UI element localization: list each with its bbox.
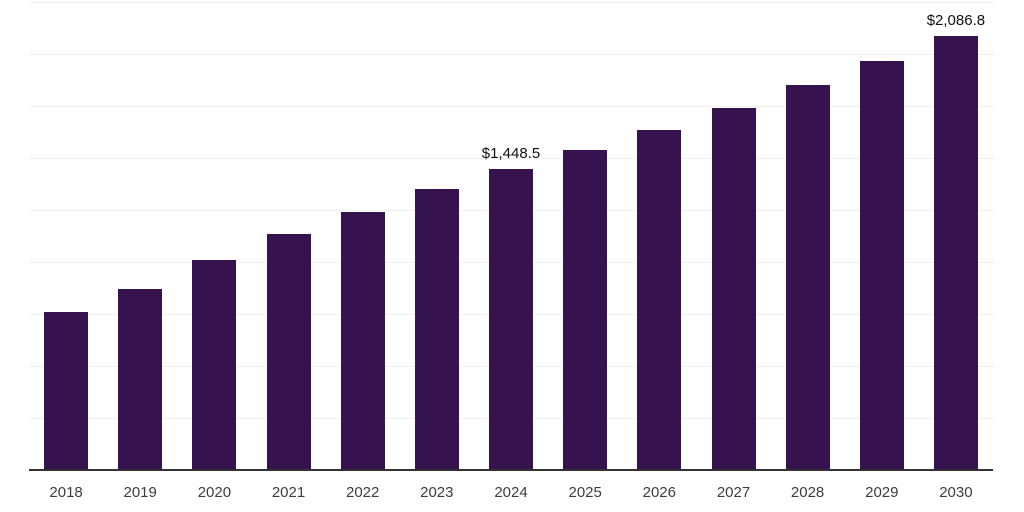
x-tick-2021: 2021 xyxy=(271,484,306,501)
bar-2025 xyxy=(563,149,608,470)
x-tick-2024: 2024 xyxy=(494,484,528,501)
gridline-2000 xyxy=(29,53,995,55)
bar-2028 xyxy=(785,85,830,470)
bar-2019 xyxy=(118,288,163,470)
bar-2026 xyxy=(637,129,682,470)
value-label-2030: $2,086.8 xyxy=(926,11,986,29)
x-tick-2019: 2019 xyxy=(123,484,157,501)
bar-2023 xyxy=(414,189,459,470)
bar-2018 xyxy=(44,311,89,470)
x-tick-2030: 2030 xyxy=(939,484,973,501)
bar-2030 xyxy=(933,35,978,470)
x-tick-2026: 2026 xyxy=(642,484,676,501)
value-label-2024: $1,448.5 xyxy=(481,144,541,162)
x-tick-2027: 2027 xyxy=(716,484,751,501)
x-tick-2025: 2025 xyxy=(568,484,602,501)
x-tick-2022: 2022 xyxy=(346,484,380,501)
gridline-2250 xyxy=(29,1,995,3)
gridline-1750 xyxy=(29,105,995,107)
x-axis-line xyxy=(29,469,993,471)
bar-2020 xyxy=(192,259,237,470)
bar-2021 xyxy=(266,234,311,470)
bar-2029 xyxy=(859,60,904,470)
bar-2027 xyxy=(711,108,756,470)
bar-2022 xyxy=(340,211,385,470)
bar-2024 xyxy=(489,168,533,470)
x-tick-2018: 2018 xyxy=(49,484,83,501)
x-tick-2028: 2028 xyxy=(790,484,825,501)
x-tick-2029: 2029 xyxy=(865,484,899,501)
x-tick-2023: 2023 xyxy=(420,484,454,501)
x-tick-2020: 2020 xyxy=(197,484,232,501)
